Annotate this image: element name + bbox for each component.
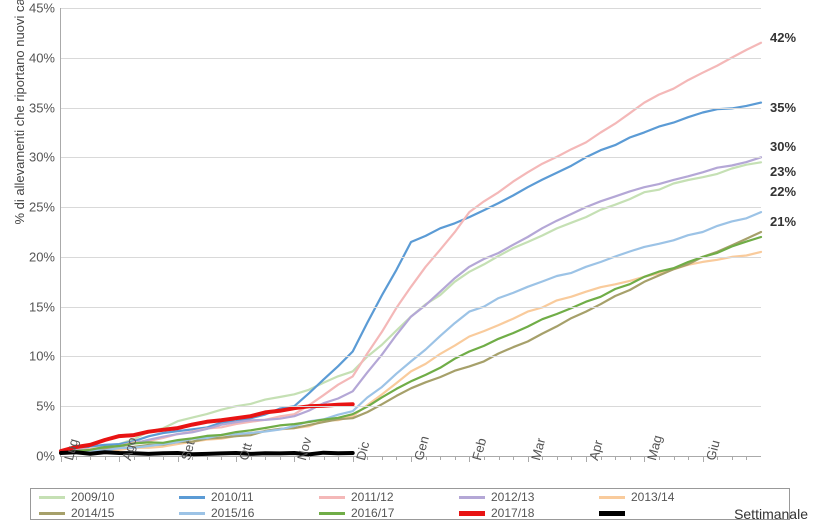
series-line xyxy=(61,43,761,452)
series-line xyxy=(61,232,761,453)
legend-label: 2015/16 xyxy=(211,506,254,520)
legend-swatch xyxy=(459,511,485,516)
x-minor-tick xyxy=(207,456,208,460)
x-minor-tick xyxy=(615,456,616,460)
legend-item: 2014/15 xyxy=(39,506,179,520)
series-line xyxy=(61,252,761,453)
gridline xyxy=(61,8,761,9)
y-tick-label: 45% xyxy=(29,1,55,16)
end-label: 21% xyxy=(770,214,796,229)
gridline xyxy=(61,406,761,407)
series-line xyxy=(61,157,761,452)
legend-label: 2016/17 xyxy=(351,506,394,520)
legend-swatch xyxy=(179,512,205,515)
x-minor-tick xyxy=(221,456,222,460)
legend-label: 2009/10 xyxy=(71,490,114,504)
legend-swatch xyxy=(599,496,625,499)
x-minor-tick xyxy=(149,456,150,460)
end-label: 42% xyxy=(770,30,796,45)
legend-swatch xyxy=(179,496,205,499)
series-line xyxy=(61,237,761,452)
x-minor-tick xyxy=(571,456,572,460)
x-minor-tick xyxy=(90,456,91,460)
y-tick-label: 0% xyxy=(36,449,55,464)
end-label: 35% xyxy=(770,100,796,115)
legend-item: 2009/10 xyxy=(39,490,179,504)
gridline xyxy=(61,157,761,158)
legend-label: 2013/14 xyxy=(631,490,674,504)
legend-label: 2011/12 xyxy=(351,490,394,504)
y-axis-title: % di allevamenti che riportano nuovi cas… xyxy=(12,0,27,225)
legend-swatch xyxy=(39,496,65,499)
legend-item: 2016/17 xyxy=(319,506,459,520)
end-label: 22% xyxy=(770,184,796,199)
legend-swatch xyxy=(599,511,625,516)
y-tick-label: 5% xyxy=(36,399,55,414)
legend-swatch xyxy=(459,496,485,499)
end-label: 30% xyxy=(770,139,796,154)
x-minor-tick xyxy=(630,456,631,460)
gridline xyxy=(61,58,761,59)
x-minor-tick xyxy=(513,456,514,460)
x-minor-tick xyxy=(674,456,675,460)
x-minor-tick xyxy=(440,456,441,460)
legend-row: 2009/10 2010/11 2011/12 2012/13 2013/14 xyxy=(31,489,789,505)
gridline xyxy=(61,108,761,109)
legend-item: 2015/16 xyxy=(179,506,319,520)
x-minor-tick xyxy=(105,456,106,460)
legend-label: 2012/13 xyxy=(491,490,534,504)
x-minor-tick xyxy=(280,456,281,460)
x-minor-tick xyxy=(265,456,266,460)
gridline xyxy=(61,207,761,208)
plot-area: 0%5%10%15%20%25%30%35%40%45%LugAgoSetOtt… xyxy=(60,8,761,457)
legend-box: 2009/102010/112011/122012/132013/142014/… xyxy=(30,488,790,520)
legend-item: 2010/11 xyxy=(179,490,319,504)
x-minor-tick xyxy=(499,456,500,460)
gridline xyxy=(61,257,761,258)
y-tick-label: 30% xyxy=(29,150,55,165)
legend-label: 2010/11 xyxy=(211,490,254,504)
x-minor-tick xyxy=(732,456,733,460)
legend-swatch xyxy=(319,512,345,515)
chart-lines-svg xyxy=(61,8,761,456)
x-minor-tick xyxy=(396,456,397,460)
gridline xyxy=(61,356,761,357)
legend-label: 2017/18 xyxy=(491,506,534,520)
end-label: 23% xyxy=(770,164,796,179)
x-minor-tick xyxy=(163,456,164,460)
bottom-right-label: Settimanale xyxy=(734,506,808,522)
x-minor-tick xyxy=(746,456,747,460)
legend-item: 2013/14 xyxy=(599,490,739,504)
legend-item: 2017/18 xyxy=(459,506,599,520)
legend-row: 2014/15 2015/16 2016/17 2017/18 xyxy=(31,505,789,521)
x-minor-tick xyxy=(382,456,383,460)
x-minor-tick xyxy=(324,456,325,460)
gridline xyxy=(61,307,761,308)
y-tick-label: 20% xyxy=(29,249,55,264)
legend-swatch xyxy=(319,496,345,499)
legend-item xyxy=(599,511,739,516)
x-minor-tick xyxy=(557,456,558,460)
legend-item: 2011/12 xyxy=(319,490,459,504)
legend-item: 2012/13 xyxy=(459,490,599,504)
y-tick-label: 15% xyxy=(29,299,55,314)
y-tick-label: 10% xyxy=(29,349,55,364)
x-minor-tick xyxy=(455,456,456,460)
x-minor-tick xyxy=(688,456,689,460)
chart-stage: % di allevamenti che riportano nuovi cas… xyxy=(0,0,820,522)
legend-swatch xyxy=(39,512,65,515)
x-minor-tick xyxy=(338,456,339,460)
x-tick-label: Ott xyxy=(236,441,255,462)
legend-label: 2014/15 xyxy=(71,506,114,520)
y-tick-label: 25% xyxy=(29,200,55,215)
series-line xyxy=(61,212,761,453)
y-tick-label: 35% xyxy=(29,100,55,115)
y-tick-label: 40% xyxy=(29,50,55,65)
